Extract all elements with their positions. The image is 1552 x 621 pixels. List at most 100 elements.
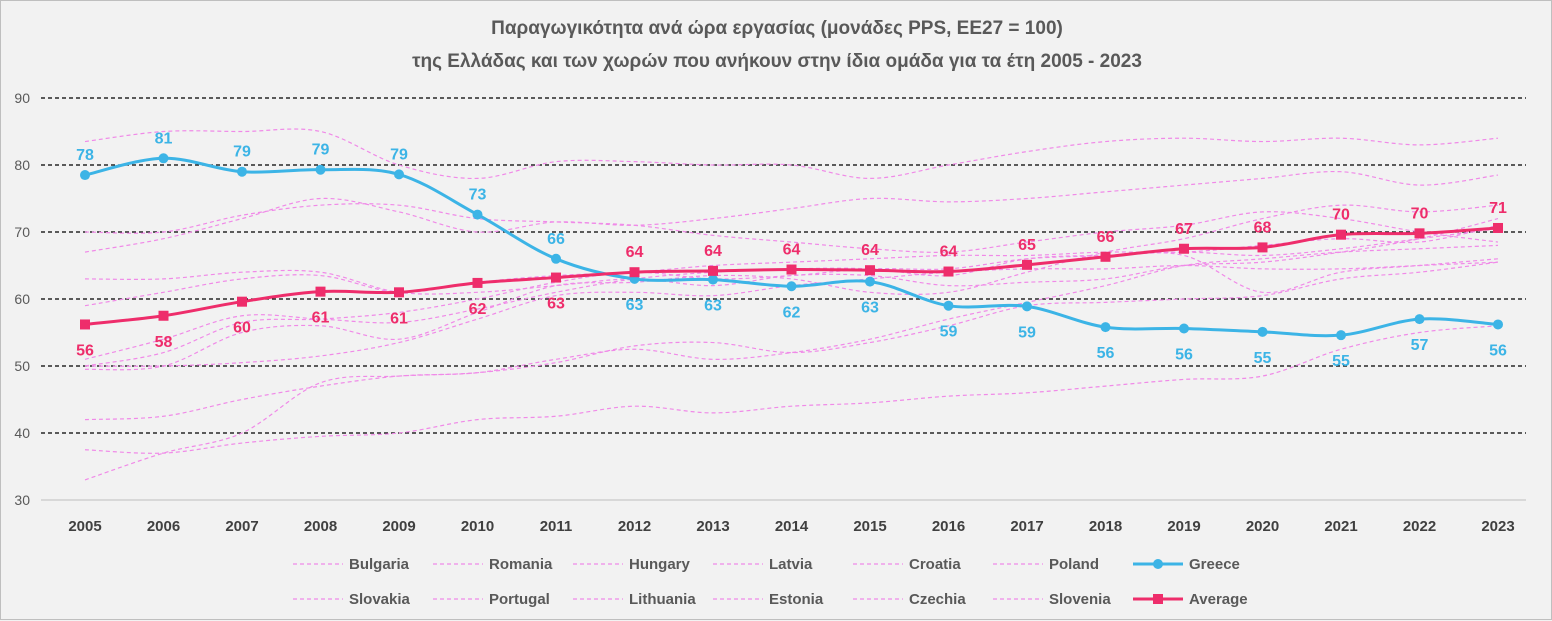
greece-data-label: 79 xyxy=(390,146,408,163)
greece-data-label: 55 xyxy=(1332,353,1350,370)
greece-data-label: 59 xyxy=(940,324,958,341)
greece-data-label: 56 xyxy=(1097,345,1115,362)
average-data-label: 61 xyxy=(390,310,408,327)
average-data-label: 71 xyxy=(1489,200,1507,217)
x-tick-label: 2023 xyxy=(1481,518,1514,535)
average-point xyxy=(1179,243,1189,254)
average-data-label: 64 xyxy=(861,242,879,259)
legend-label: Greece xyxy=(1189,556,1240,573)
greece-data-label: 63 xyxy=(861,300,879,317)
average-point xyxy=(315,286,326,297)
y-tick-label: 30 xyxy=(14,492,30,508)
average-data-label: 64 xyxy=(704,243,722,260)
x-tick-label: 2010 xyxy=(461,518,494,535)
series-line-czechia xyxy=(84,203,1499,253)
average-data-label: 64 xyxy=(940,244,958,261)
greece-point xyxy=(1022,301,1032,312)
greece-data-label: 56 xyxy=(1489,342,1507,359)
y-tick-label: 50 xyxy=(14,358,30,374)
x-tick-label: 2011 xyxy=(540,518,573,535)
greece-data-label: 81 xyxy=(155,130,173,147)
x-tick-label: 2018 xyxy=(1089,518,1122,535)
greece-data-label: 79 xyxy=(233,144,251,161)
series-line-hungary xyxy=(84,244,1499,421)
greece-data-label: 79 xyxy=(312,142,330,159)
legend-label: Slovenia xyxy=(1049,591,1111,608)
series-line-poland xyxy=(84,228,1499,367)
average-data-label: 62 xyxy=(469,301,487,318)
average-point xyxy=(158,310,169,321)
greece-point xyxy=(708,274,718,285)
greece-data-label: 73 xyxy=(469,187,487,204)
legend-label: Croatia xyxy=(909,556,961,573)
greece-point xyxy=(1179,323,1189,334)
legend-label: Average xyxy=(1189,591,1248,608)
average-data-label: 63 xyxy=(547,296,565,313)
greece-point xyxy=(315,164,326,175)
average-data-label: 64 xyxy=(626,244,644,261)
average-point xyxy=(551,272,561,283)
greece-data-label: 78 xyxy=(76,147,94,164)
average-point xyxy=(237,296,247,307)
average-point xyxy=(1100,251,1111,262)
x-tick-label: 2006 xyxy=(147,518,180,535)
average-point xyxy=(80,319,90,330)
greece-point xyxy=(394,169,404,180)
x-tick-label: 2009 xyxy=(382,518,415,535)
average-point xyxy=(1022,259,1032,270)
greece-point xyxy=(1336,330,1346,341)
greece-point xyxy=(158,153,169,164)
x-tick-label: 2005 xyxy=(68,518,101,535)
legend-marker-average xyxy=(1153,594,1163,604)
series-line-slovakia xyxy=(84,170,1499,253)
greece-data-label: 63 xyxy=(626,297,644,314)
x-tick-label: 2015 xyxy=(853,518,886,535)
greece-point xyxy=(865,276,875,287)
legend: Bulgaria Romania Hungary Latvia Croatia Polan… xyxy=(293,556,1248,608)
average-point xyxy=(943,266,954,277)
greece-point xyxy=(1100,322,1111,333)
average-data-label: 58 xyxy=(155,334,173,351)
average-data-label: 61 xyxy=(312,310,330,327)
average-point xyxy=(865,265,875,276)
legend-marker-greece xyxy=(1153,559,1163,569)
greece-data-label: 63 xyxy=(704,298,722,315)
average-point xyxy=(786,264,797,275)
average-point xyxy=(472,277,483,288)
average-point xyxy=(1336,229,1346,240)
average-data-label: 70 xyxy=(1411,205,1429,222)
greece-point xyxy=(551,253,561,264)
average-data-label: 65 xyxy=(1018,237,1036,254)
greece-point xyxy=(943,300,954,311)
greece-point xyxy=(237,166,247,177)
average-data-label: 60 xyxy=(233,320,251,337)
greece-data-label: 59 xyxy=(1018,324,1036,341)
average-point xyxy=(629,267,640,278)
x-tick-label: 2021 xyxy=(1324,518,1357,535)
highlight-series xyxy=(80,153,1503,341)
series-line-romania xyxy=(84,325,1499,454)
greece-point xyxy=(786,281,797,292)
y-tick-label: 90 xyxy=(14,90,30,106)
greece-data-label: 57 xyxy=(1411,337,1429,354)
series-line-lithuania xyxy=(84,204,1499,371)
greece-point xyxy=(472,209,483,220)
x-tick-label: 2013 xyxy=(696,518,729,535)
chart-title-line2: της Ελλάδας και των χωρών που ανήκουν στ… xyxy=(412,51,1142,72)
y-tick-label: 70 xyxy=(14,224,30,240)
average-data-label: 66 xyxy=(1097,229,1115,246)
data-labels: 78 81 79 79 79 73 66 63 63 62 63 59 59 56 56 55 55 57 56 56… xyxy=(76,130,1507,370)
legend-label: Bulgaria xyxy=(349,556,410,573)
chart-title-line1: Παραγωγικότητα ανά ώρα εργασίας (μονάδες… xyxy=(491,18,1063,39)
average-data-label: 64 xyxy=(783,242,801,259)
series-line-slovenia xyxy=(84,128,1499,180)
legend-label: Portugal xyxy=(489,591,550,608)
legend-label: Czechia xyxy=(909,591,966,608)
x-tick-label: 2008 xyxy=(304,518,337,535)
greece-point xyxy=(1414,314,1425,325)
y-tick-label: 60 xyxy=(14,291,30,307)
greece-data-label: 66 xyxy=(547,231,565,248)
average-point xyxy=(1414,228,1425,239)
series-line-croatia xyxy=(84,218,1499,295)
